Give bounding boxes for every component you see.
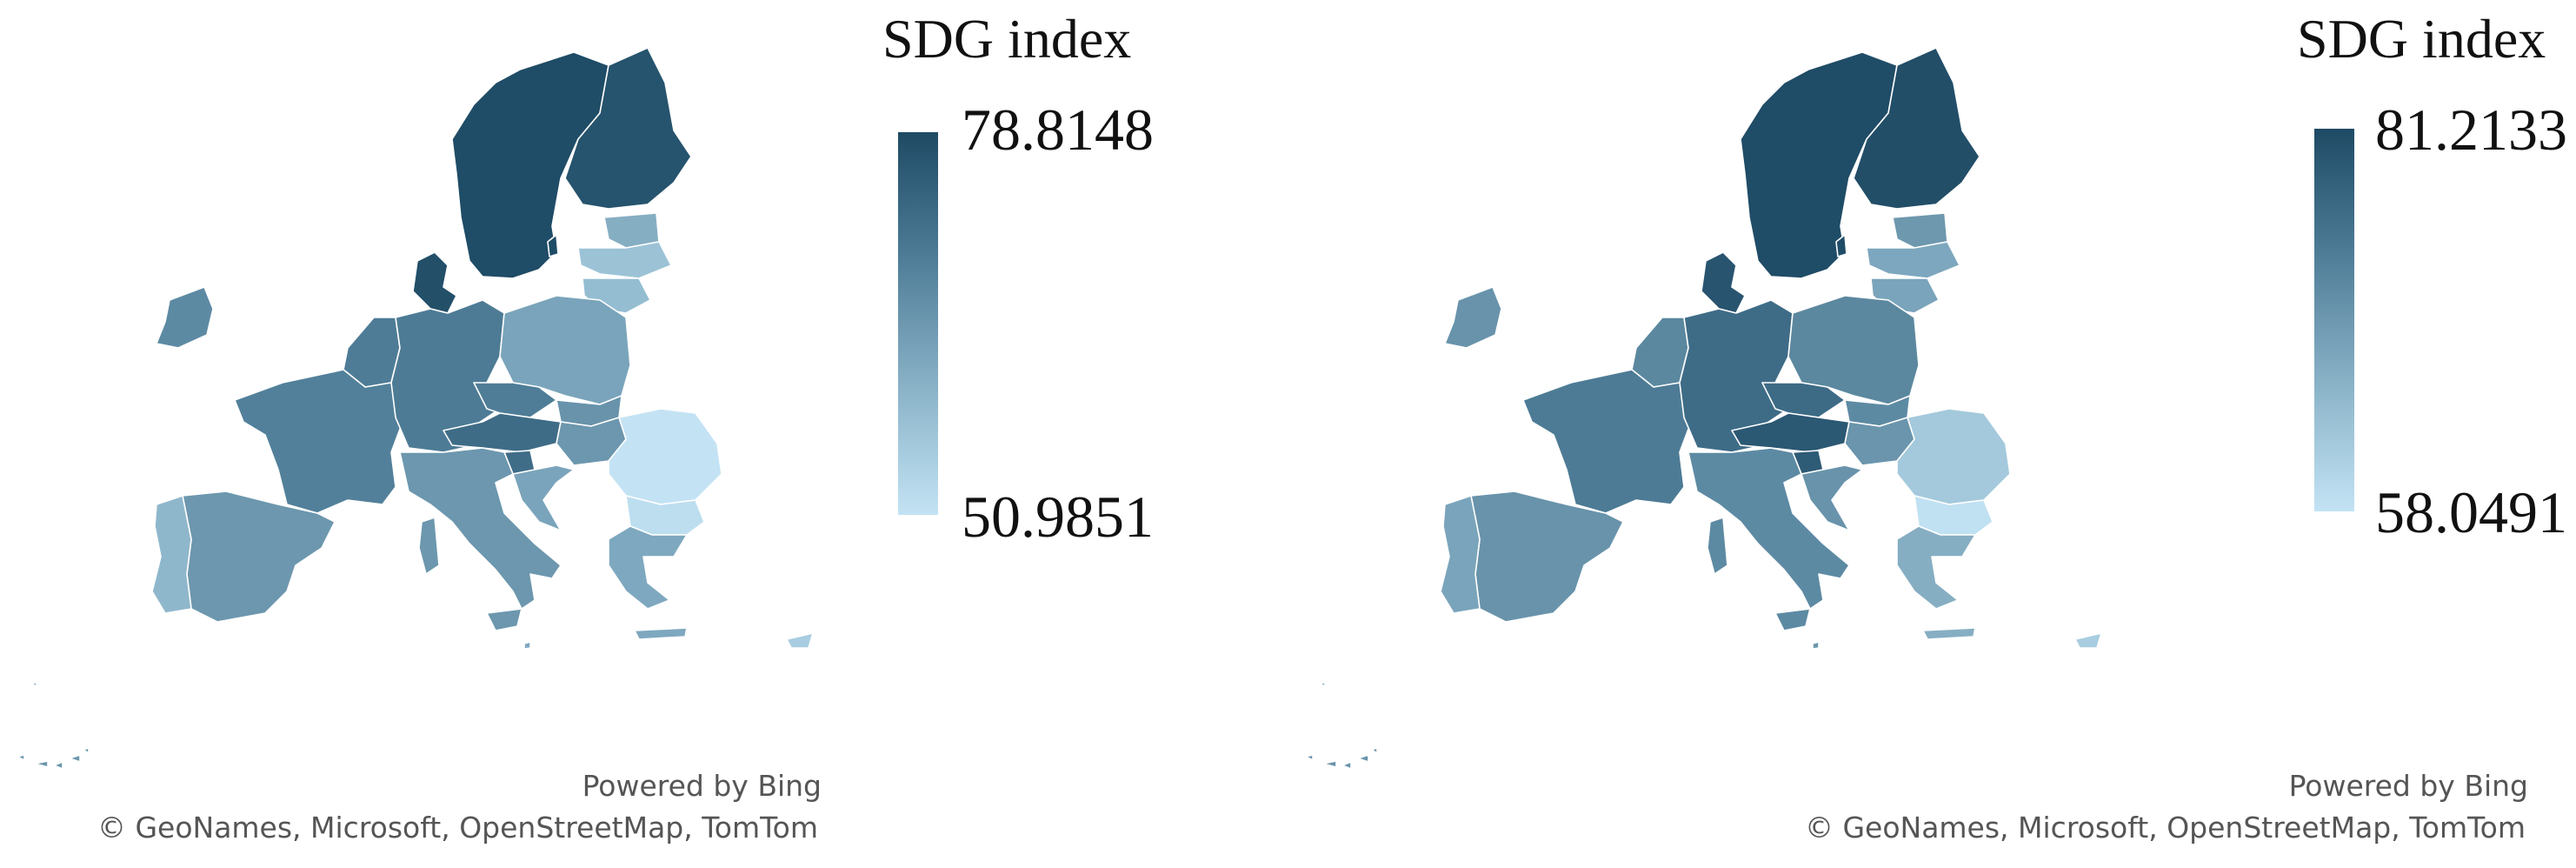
country-croatia <box>1801 464 1863 531</box>
country-italy <box>399 447 562 610</box>
country-denmark <box>1701 251 1746 314</box>
atlantic-islands <box>17 747 90 770</box>
country-cyprus <box>786 632 814 649</box>
legend-title: SDG index <box>882 8 1132 70</box>
legend-title: SDG index <box>2297 8 2546 70</box>
country-france <box>234 369 405 514</box>
map-panel-2: SDG index 81.2133 58.0491 Powered by Bin… <box>1288 0 2576 868</box>
country-finland <box>1853 47 1980 210</box>
country-greece <box>608 525 688 610</box>
country-latvia <box>577 241 672 279</box>
choropleth-map <box>1305 47 2102 770</box>
country-portugal <box>1440 495 1481 614</box>
country-greece <box>1896 525 1976 610</box>
country-france <box>1522 369 1694 514</box>
legend-max-value: 78.8148 <box>962 97 1154 163</box>
country-sardinia <box>1707 517 1728 575</box>
country-denmark <box>412 251 457 314</box>
country-cyprus <box>2074 632 2102 649</box>
country-romania <box>608 408 722 505</box>
country-germany <box>390 299 505 453</box>
country-gotland <box>547 234 559 257</box>
legend-max-value: 81.2133 <box>2375 97 2567 163</box>
country-portugal <box>151 495 192 614</box>
choropleth-map <box>17 47 814 770</box>
country-italy <box>1687 447 1850 610</box>
madeira-island <box>1319 682 1326 687</box>
map-credits: © GeoNames, Microsoft, OpenStreetMap, To… <box>97 811 818 845</box>
country-sicily <box>1774 608 1811 631</box>
country-finland <box>564 47 692 210</box>
country-sicily <box>486 608 523 631</box>
country-germany <box>1679 299 1794 453</box>
powered-by-bing: Powered by Bing <box>2288 769 2528 803</box>
country-sardinia <box>418 517 440 575</box>
powered-by-bing: Powered by Bing <box>582 769 822 803</box>
legend-min-value: 58.0491 <box>2375 479 2567 545</box>
country-ireland <box>156 286 214 349</box>
country-croatia <box>512 464 575 531</box>
map-panel-1: SDG index 78.8148 50.9851 Powered by Bin… <box>17 8 1154 845</box>
country-latvia <box>1866 241 1960 279</box>
legend-color-scale <box>2314 129 2354 511</box>
country-malta <box>523 641 531 650</box>
country-crete <box>634 627 688 640</box>
country-crete <box>1922 627 1976 640</box>
country-czechia <box>473 382 557 418</box>
country-romania <box>1896 408 2011 505</box>
country-malta <box>1812 641 1820 650</box>
madeira-island <box>30 682 37 687</box>
map-credits: © GeoNames, Microsoft, OpenStreetMap, To… <box>1804 811 2526 845</box>
country-gotland <box>1835 234 1847 257</box>
atlantic-islands <box>1305 747 1378 770</box>
country-ireland <box>1444 286 1502 349</box>
legend-min-value: 50.9851 <box>962 484 1154 550</box>
legend-color-scale <box>898 132 938 515</box>
country-czechia <box>1761 382 1846 418</box>
